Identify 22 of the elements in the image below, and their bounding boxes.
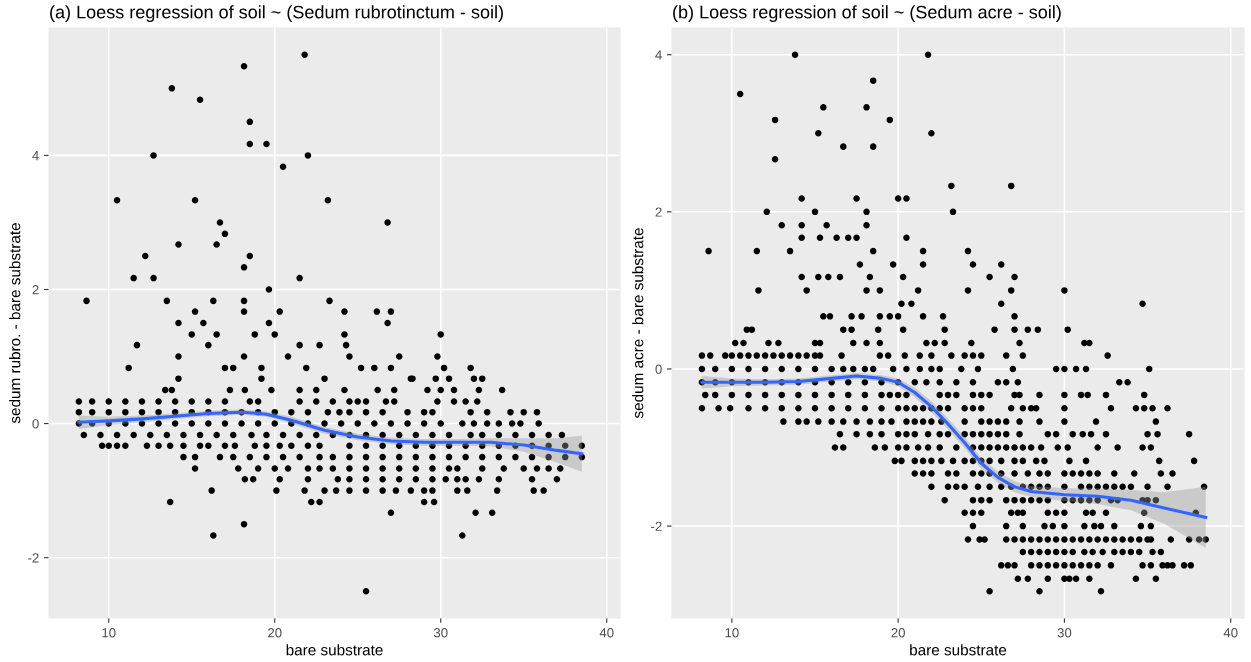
y-tick-label: 0 [32, 419, 39, 429]
x-tick-label: 30 [433, 628, 448, 638]
x-tick-label: 30 [1057, 628, 1072, 638]
x-tick-label: 20 [891, 628, 905, 638]
x-tick-label: 20 [268, 628, 282, 638]
y-axis-title: sedum acre - bare substrate [632, 228, 644, 419]
y-tick-label: -2 [651, 521, 662, 531]
chart-title: (a) Loess regression of soil ~ (Sedum rubrotinctum - soil) [50, 5, 503, 23]
y-tick-label: 4 [32, 151, 39, 161]
y-axis-title: sedum rubro. - bare substrate [9, 223, 21, 424]
y-tick-label: 4 [655, 50, 662, 60]
x-axis-title: bare substrate [910, 644, 1007, 656]
chart-title: (b) Loess regression of soil ~ (Sedum acre - soil) [673, 5, 1061, 23]
x-tick-label: 40 [1223, 628, 1238, 638]
x-tick-label: 10 [725, 628, 739, 638]
x-axis-title: bare substrate [286, 644, 383, 656]
y-tick-label: 2 [655, 207, 662, 217]
y-tick-label: 2 [32, 285, 39, 295]
x-tick-label: 10 [102, 628, 116, 638]
y-tick-label: -2 [28, 553, 39, 563]
y-tick-label: 0 [655, 364, 662, 374]
x-tick-label: 40 [599, 628, 614, 638]
